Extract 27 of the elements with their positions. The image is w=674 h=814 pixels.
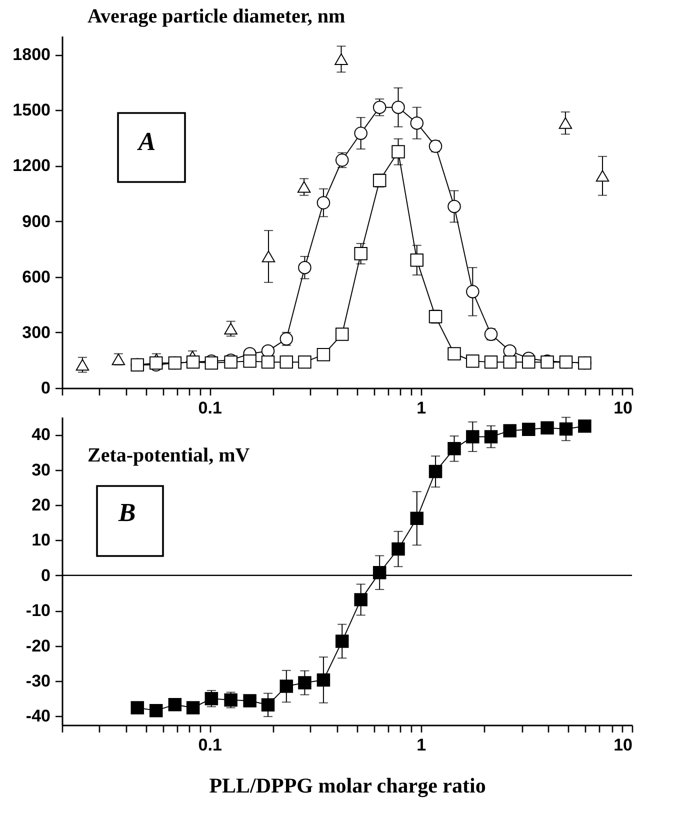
- x-tick-label: 0.1: [198, 398, 222, 418]
- x-tick-label: 10: [614, 398, 632, 418]
- y-tick-label: 1800: [12, 45, 50, 64]
- x-axis-title: PLL/DPPG molar charge ratio: [209, 774, 486, 798]
- y-tick-label: 600: [22, 267, 50, 286]
- x-tick-label: 1: [416, 398, 426, 418]
- y-tick-label: 40: [32, 425, 50, 444]
- y-tick-label: 0: [41, 566, 50, 585]
- x-tick-label: 0.1: [198, 736, 222, 754]
- y-tick-label: 30: [32, 460, 50, 480]
- x-tick-label: 10: [614, 736, 632, 754]
- y-tick-label: 10: [32, 530, 50, 550]
- y-tick-label: 20: [32, 496, 50, 514]
- y-tick-label: -10: [26, 601, 50, 620]
- y-tick-label: 900: [22, 212, 50, 231]
- y-tick-label: -20: [26, 636, 50, 656]
- y-tick-label: 1500: [12, 100, 50, 120]
- y-tick-label: -40: [26, 706, 50, 726]
- y-tick-label: 1200: [12, 156, 50, 176]
- y-tick-label: -30: [26, 672, 50, 690]
- y-axis-title: Average particle diameter, nm: [88, 6, 346, 28]
- y-tick-label: 0: [41, 378, 50, 398]
- annotation: A: [136, 127, 156, 156]
- y-axis-title: Zeta-potential, mV: [88, 444, 250, 466]
- annotation: B: [117, 498, 136, 527]
- x-tick-label: 1: [416, 736, 426, 754]
- y-tick-label: 300: [22, 322, 50, 342]
